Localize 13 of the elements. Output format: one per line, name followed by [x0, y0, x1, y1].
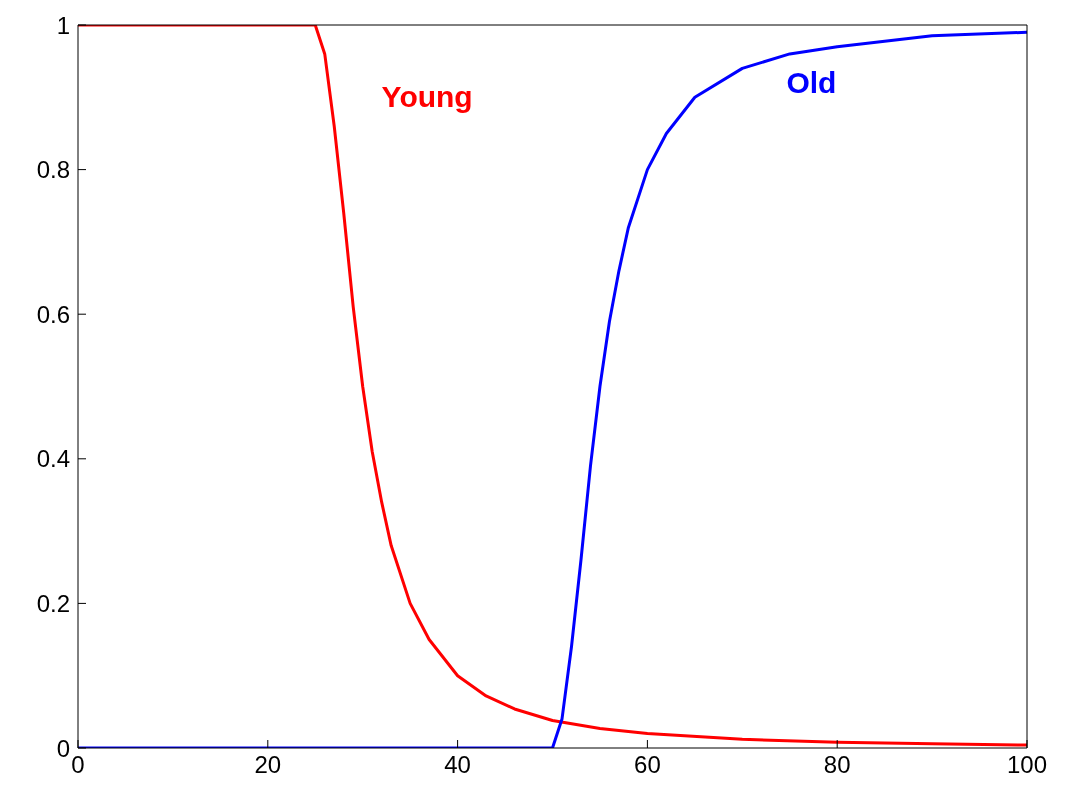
- x-tick-label: 40: [444, 751, 471, 779]
- x-tick-label: 20: [254, 751, 282, 779]
- y-tick-label: 0: [56, 734, 70, 762]
- x-tick-label: 60: [634, 751, 661, 779]
- y-tick-label: 0.6: [36, 300, 70, 328]
- y-tick-label: 0.2: [36, 589, 70, 617]
- x-tick-label: 100: [1006, 751, 1048, 779]
- y-tick-label: 1: [56, 11, 70, 39]
- y-tick-label: 0.4: [36, 445, 70, 473]
- series-label: Young: [381, 79, 473, 114]
- series-label: Old: [786, 65, 837, 100]
- y-tick-label: 0.8: [36, 156, 70, 184]
- x-tick-label: 80: [823, 751, 851, 779]
